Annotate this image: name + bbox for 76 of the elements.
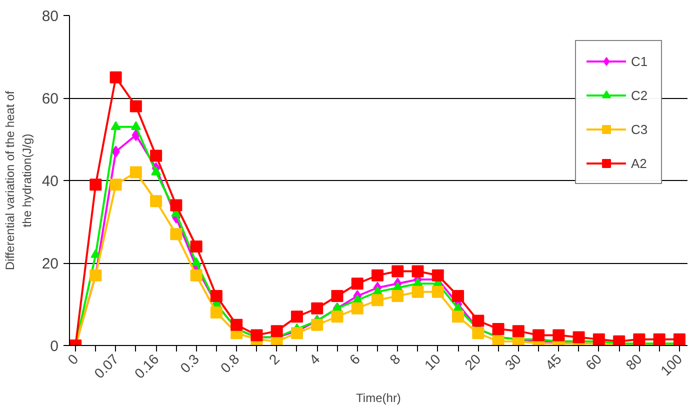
x-tick-label: 0 [64, 350, 82, 368]
point [392, 290, 404, 302]
y-tick-label: 0 [50, 338, 58, 355]
point [130, 121, 141, 130]
x-tick-label: 60 [582, 350, 605, 374]
point [190, 269, 202, 282]
y-tick-label: 60 [42, 90, 59, 108]
point [351, 278, 364, 290]
point [90, 249, 101, 258]
x-tick-label: 10 [421, 350, 444, 374]
point [452, 310, 464, 323]
legend-label: A2 [631, 156, 648, 170]
point [351, 302, 364, 314]
x-tick-label: 0.3 [176, 350, 202, 376]
point [633, 333, 646, 346]
x-tick-label: 30 [502, 350, 524, 374]
x-tick-label: 0.16 [131, 350, 162, 382]
point [130, 166, 142, 178]
point [412, 265, 424, 278]
point [270, 325, 283, 338]
point [150, 195, 162, 208]
point [110, 121, 121, 130]
point [331, 310, 344, 323]
point [331, 290, 344, 302]
y-tick-label: 80 [42, 8, 59, 25]
point [673, 333, 686, 346]
point [492, 323, 504, 335]
point [592, 333, 605, 346]
point [210, 306, 222, 318]
point [552, 329, 565, 342]
point [311, 302, 324, 314]
x-tick-label: 4 [306, 350, 323, 368]
x-tick-label: 20 [461, 350, 484, 374]
legend-label: C1 [631, 54, 649, 68]
point [472, 327, 484, 340]
x-tick-label: 100 [657, 350, 686, 379]
point [412, 286, 424, 298]
point [170, 199, 182, 212]
point [653, 333, 666, 346]
y-tick-label: 40 [42, 173, 59, 190]
point [290, 310, 303, 323]
point [613, 335, 626, 346]
point [230, 318, 243, 331]
point [210, 290, 222, 302]
x-tick-label: 6 [346, 350, 364, 368]
point [371, 294, 384, 306]
y-tick-label: 20 [42, 256, 59, 272]
x-tick-label: 80 [622, 350, 645, 374]
legend-label: C2 [631, 88, 649, 102]
point [532, 329, 545, 342]
point [191, 257, 202, 266]
x-axis-title: Time(hr) [356, 390, 401, 405]
x-tick-label: 0.8 [217, 350, 242, 376]
point [392, 265, 404, 278]
point [572, 331, 585, 344]
point [311, 318, 324, 331]
point [371, 269, 384, 282]
y-axis-title: Differential variation of the heat of the hydration(J/g) [3, 90, 34, 270]
point [492, 335, 504, 346]
point [130, 100, 142, 112]
point [150, 150, 162, 162]
point [452, 290, 464, 302]
point [110, 178, 122, 191]
point [151, 166, 162, 176]
point [190, 240, 202, 252]
x-tick-label: 2 [266, 350, 283, 368]
point [170, 228, 182, 240]
point [472, 314, 484, 327]
x-tick-label: 45 [542, 350, 564, 374]
point [432, 286, 444, 298]
point [512, 325, 524, 338]
x-tick-label: 8 [386, 350, 404, 368]
point [90, 178, 102, 191]
point [110, 71, 122, 84]
legend-label: C3 [631, 122, 649, 136]
point [432, 269, 444, 282]
